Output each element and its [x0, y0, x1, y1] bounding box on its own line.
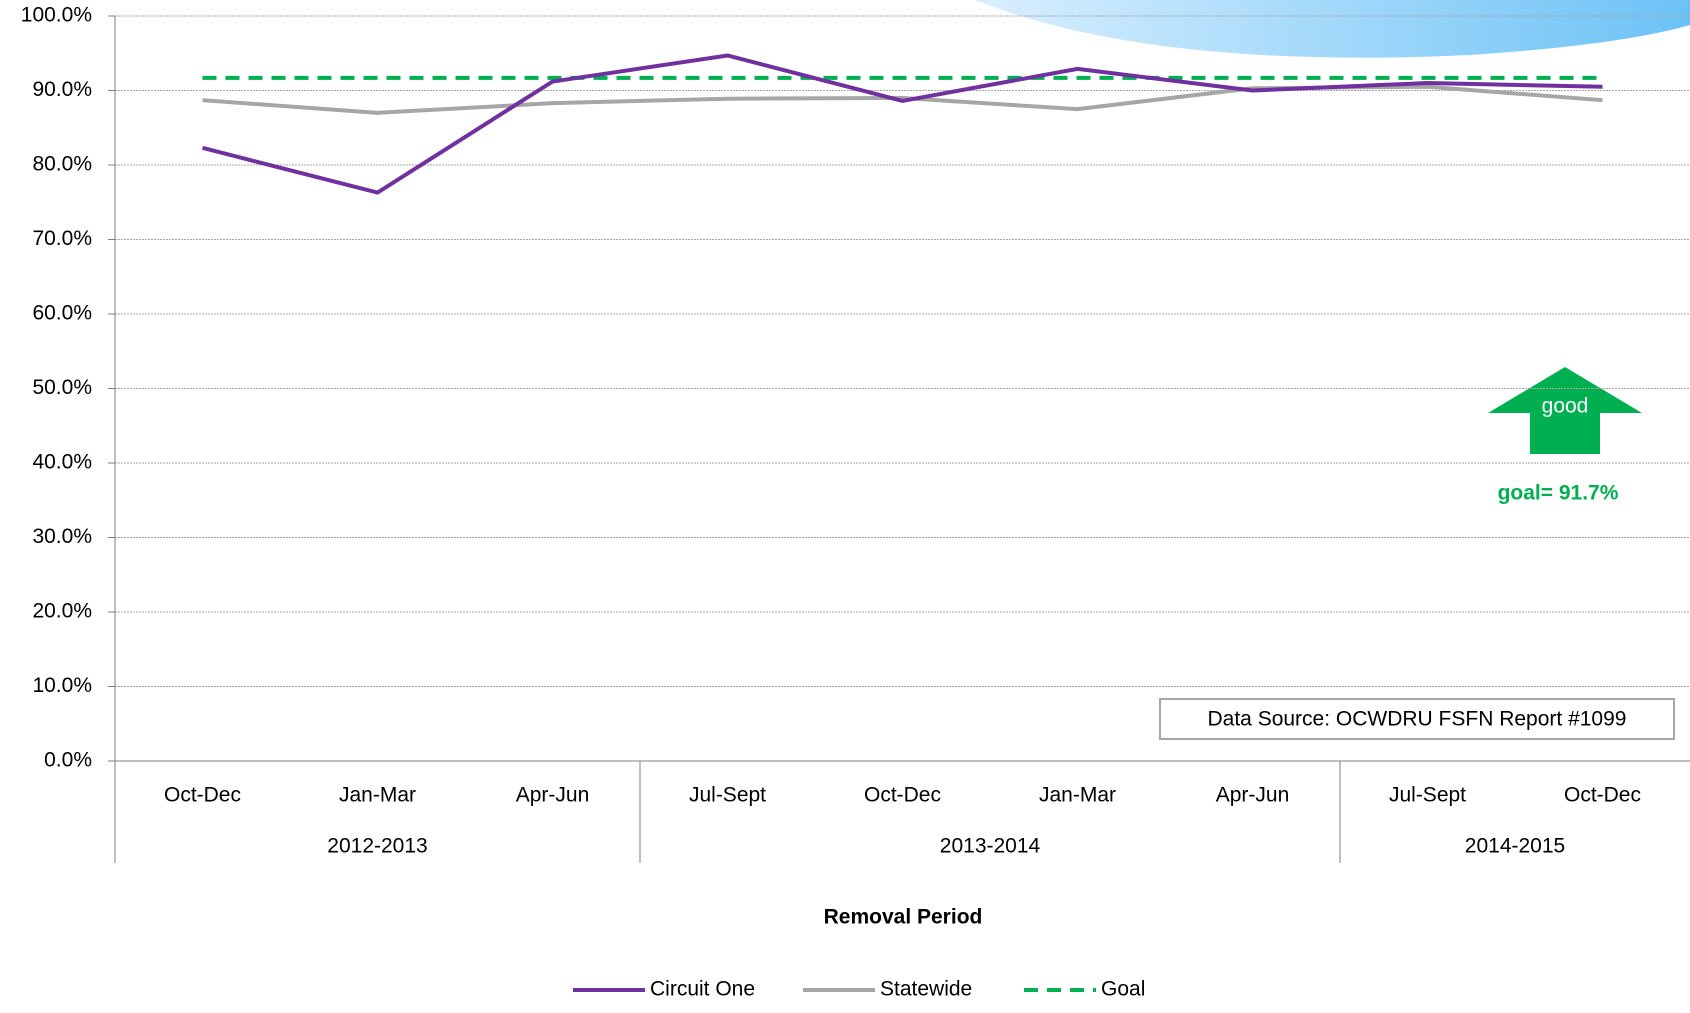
x-tick-label: Oct-Dec	[164, 784, 241, 807]
y-tick-label: 70.0%	[32, 227, 92, 250]
x-tick-label: Jan-Mar	[1039, 784, 1116, 807]
x-tick-label: Jan-Mar	[339, 784, 416, 807]
y-tick-label: 30.0%	[32, 525, 92, 548]
y-tick-label: 50.0%	[32, 376, 92, 399]
series-line	[202, 53, 1603, 195]
x-axis-title: Removal Period	[824, 906, 983, 929]
goal-note: goal= 91.7%	[1498, 482, 1619, 505]
x-tick-label: Jul-Sept	[1389, 784, 1466, 807]
y-tick-label: 90.0%	[32, 78, 92, 101]
legend-label: Statewide	[880, 978, 972, 1001]
source-note: Data Source: OCWDRU FSFN Report #1099	[1208, 708, 1627, 731]
x-tick-label: Oct-Dec	[864, 784, 941, 807]
legend-label: Circuit One	[650, 978, 755, 1001]
y-tick-label: 60.0%	[32, 302, 92, 325]
legend-label: Goal	[1101, 978, 1145, 1001]
x-tick-label: Oct-Dec	[1564, 784, 1641, 807]
x-tick-label: Apr-Jun	[1216, 784, 1290, 807]
group-label: 2013-2014	[940, 835, 1041, 858]
source-box	[1159, 698, 1675, 740]
good-arrow	[1488, 367, 1642, 454]
x-tick-label: Jul-Sept	[689, 784, 766, 807]
x-tick-label: Apr-Jun	[516, 784, 590, 807]
group-label: 2014-2015	[1465, 835, 1565, 858]
y-tick-label: 100.0%	[21, 4, 92, 27]
y-tick-label: 20.0%	[32, 600, 92, 623]
y-tick-label: 40.0%	[32, 451, 92, 474]
y-tick-label: 10.0%	[32, 674, 92, 697]
y-tick-label: 0.0%	[44, 749, 92, 772]
group-label: 2012-2013	[327, 835, 427, 858]
decoration	[975, 0, 1690, 58]
arrow-label: good	[1542, 395, 1589, 418]
y-tick-label: 80.0%	[32, 153, 92, 176]
